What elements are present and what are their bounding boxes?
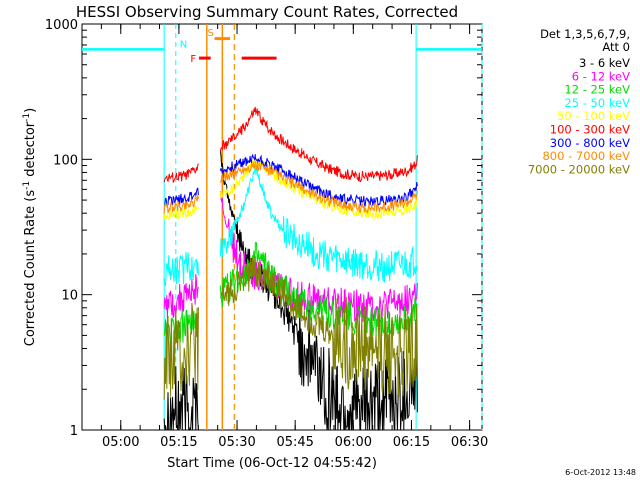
status-marker-f: F — [190, 54, 196, 65]
series-line — [163, 163, 199, 183]
y-tick-label: 1000 — [45, 18, 78, 33]
series-line — [163, 302, 199, 400]
x-tick-label: 05:30 — [218, 435, 255, 450]
x-tick-label: 06:30 — [451, 435, 488, 450]
chart-title: HESSI Observing Summary Count Rates, Cor… — [76, 3, 458, 21]
legend-header: Det 1,3,5,6,7,9, — [540, 27, 630, 41]
series-line — [163, 366, 199, 432]
plot-frame — [81, 23, 483, 431]
series-line — [219, 255, 418, 397]
series-line — [219, 149, 418, 431]
legend-entry: 100 - 300 keV — [550, 123, 630, 137]
plot-area: 1 10 100 1000 05:00 05:15 05:30 05:45 06:00 06:15… — [45, 18, 488, 450]
y-axis-label: Corrected Count Rate (s-1 detector-1) — [22, 108, 38, 346]
legend-entry: 12 - 25 keV — [564, 83, 630, 97]
x-tick-label: 05:15 — [160, 435, 197, 450]
legend-entry: 25 - 50 keV — [564, 96, 630, 110]
series-line — [163, 194, 199, 214]
status-marker-s: S — [208, 28, 214, 39]
y-tick-label: 1 — [70, 424, 78, 439]
footer-timestamp: 6-Oct-2012 13:48 — [565, 468, 636, 477]
legend-entry: 300 - 800 keV — [550, 136, 630, 150]
series-line — [163, 274, 199, 319]
y-axis-label-part: detector — [23, 121, 38, 181]
series-line — [219, 191, 418, 322]
legend-entry: 3 - 6 keV — [579, 56, 630, 70]
x-tick-label: 05:00 — [102, 435, 139, 450]
series-line — [219, 164, 418, 283]
legend-entry: 6 - 12 keV — [572, 69, 630, 83]
y-tick-label: 10 — [61, 289, 78, 304]
series-line — [219, 106, 418, 183]
y-axis-label-sup: -1 — [22, 113, 32, 122]
series-line — [219, 160, 418, 215]
legend-entry: 800 - 7000 keV — [542, 149, 630, 163]
series-line — [219, 153, 418, 207]
y-axis-label-sup: -1 — [22, 181, 32, 190]
legend-entry: 7000 - 20000 keV — [528, 162, 630, 176]
y-tick-label: 100 — [53, 153, 78, 168]
x-tick-label: 05:45 — [276, 435, 313, 450]
y-axis-label-part: ) — [23, 108, 38, 113]
series-line — [163, 251, 199, 287]
x-axis-label: Start Time (06-Oct-12 04:55:42) — [167, 456, 377, 471]
x-tick-label: 06:15 — [393, 435, 430, 450]
series-line — [164, 187, 199, 206]
y-axis-label-part: Corrected Count Rate (s — [23, 190, 38, 347]
series-line — [219, 241, 418, 338]
legend-entry: 50 - 100 keV — [557, 109, 630, 123]
x-tick-label: 06:00 — [335, 435, 372, 450]
status-marker-n: N — [180, 39, 187, 50]
legend-header-attenuator: Att 0 — [602, 40, 630, 54]
